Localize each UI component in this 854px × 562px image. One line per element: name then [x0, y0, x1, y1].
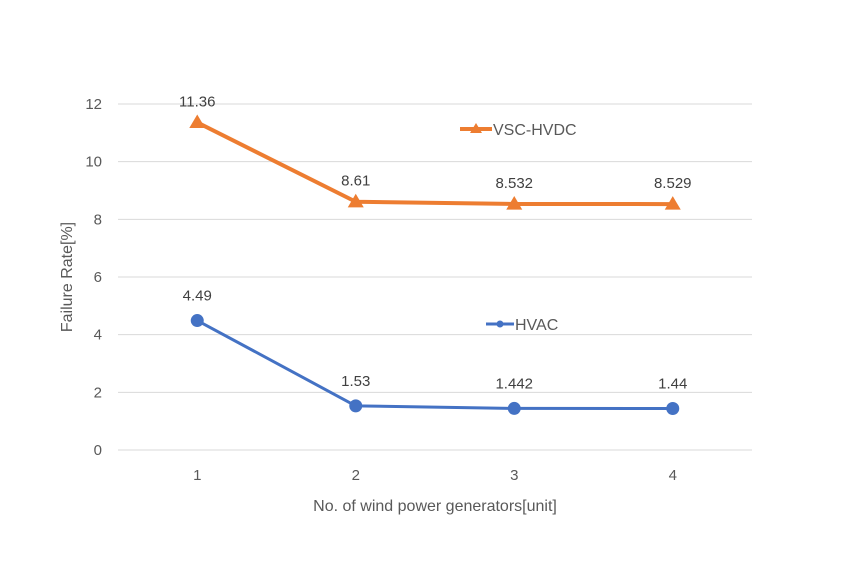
y-tick-label: 8: [94, 211, 102, 228]
series-line-vsc-hvdc: [196, 120, 673, 207]
data-labels: 11.36 8.61 8.532 8.529 4.49 1.53 1.442 1.44: [179, 93, 691, 392]
data-label: 1.442: [495, 375, 533, 392]
y-tick-label: 0: [94, 442, 102, 459]
series-line-hvac: [196, 319, 673, 410]
x-tick-label: 4: [669, 467, 677, 484]
data-point-marker: [506, 195, 523, 210]
x-axis-title: No. of wind power generators[unit]: [313, 498, 557, 515]
x-tick-label: 3: [510, 467, 518, 484]
legend-marker: [470, 123, 482, 133]
y-tick-label: 2: [94, 384, 102, 401]
data-label: 8.532: [495, 175, 533, 192]
y-tick-label: 10: [85, 154, 102, 171]
data-point-marker: [347, 193, 364, 208]
data-label: 8.529: [654, 175, 692, 192]
data-label: 1.44: [658, 375, 687, 392]
data-label: 4.49: [183, 288, 212, 305]
series-lines: [189, 114, 681, 415]
x-axis-ticks: 1 2 3 4: [193, 467, 677, 484]
gridlines: [118, 103, 752, 451]
legend-marker: [496, 320, 504, 328]
data-label: 11.36: [179, 93, 215, 110]
legend-item-vsc-hvdc: VSC-HVDC: [460, 122, 577, 139]
y-tick-label: 12: [85, 96, 102, 113]
data-label: 1.53: [341, 373, 370, 390]
data-point-marker: [664, 196, 681, 210]
y-tick-label: 6: [94, 269, 102, 286]
x-tick-label: 1: [193, 467, 201, 484]
legend-label: VSC-HVDC: [493, 122, 577, 139]
data-point-marker: [666, 401, 680, 415]
y-axis-ticks: 0 2 4 6 8 10 12: [85, 96, 102, 459]
legend-label: HVAC: [515, 317, 558, 334]
data-point-marker: [349, 399, 363, 413]
data-point-marker: [507, 401, 521, 415]
data-point-marker: [189, 114, 206, 129]
data-point-marker: [190, 314, 204, 328]
y-axis-title: Failure Rate[%]: [59, 222, 76, 332]
y-tick-label: 4: [94, 327, 102, 344]
x-tick-label: 2: [352, 467, 360, 484]
data-label: 8.61: [341, 173, 370, 190]
legend-item-hvac: HVAC: [486, 317, 558, 334]
legend: VSC-HVDC HVAC: [460, 122, 577, 334]
